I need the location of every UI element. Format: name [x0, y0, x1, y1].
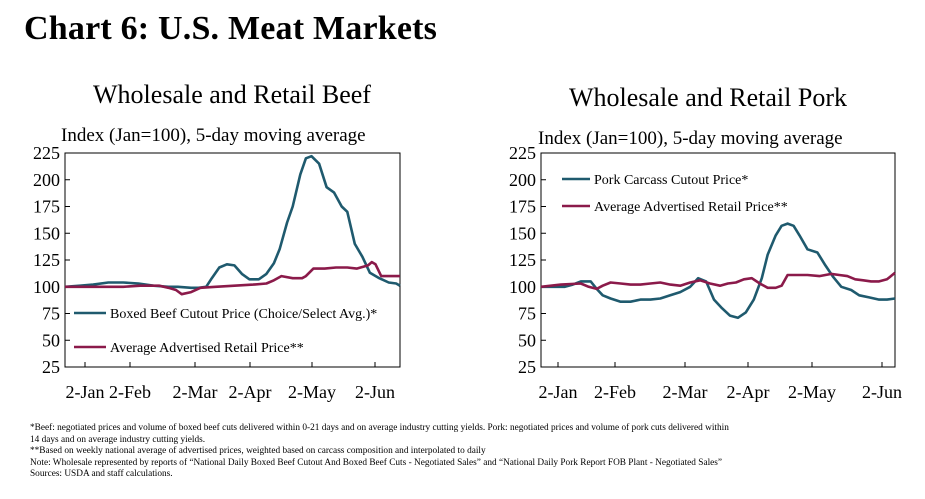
- legend-label: Pork Carcass Cutout Price*: [594, 173, 748, 188]
- x-tick-label: 2-Mar: [173, 382, 218, 402]
- chart-subtitle: Index (Jan=100), 5-day moving average: [61, 125, 366, 146]
- retail-price-line: [540, 271, 896, 291]
- y-tick-label: 75: [42, 304, 60, 324]
- pork-chart: Wholesale and Retail Pork Index (Jan=100)…: [509, 83, 902, 402]
- chart-subtitle: Index (Jan=100), 5-day moving average: [538, 128, 843, 149]
- y-tick-label: 150: [509, 223, 536, 243]
- x-tick-label: 2-Apr: [727, 382, 770, 402]
- y-tick-label: 225: [33, 143, 60, 163]
- x-tick-label: 2-Feb: [594, 382, 636, 402]
- footnote-line: **Based on weekly national average of ad…: [30, 446, 486, 457]
- wholesale-price-line: [541, 222, 896, 320]
- y-tick-label: 200: [509, 170, 536, 190]
- footnote-line: 14 days and on average industry cutting …: [30, 434, 206, 445]
- page-title: Chart 6: U.S. Meat Markets: [24, 10, 438, 47]
- y-tick-label: 100: [509, 277, 536, 297]
- y-tick-label: 50: [518, 330, 536, 350]
- x-tick-label: 2-Apr: [229, 382, 272, 402]
- y-tick-label: 175: [33, 197, 60, 217]
- footnote-line: Sources: USDA and staff calculations.: [30, 469, 173, 480]
- x-tick-label: 2-Jun: [355, 382, 395, 402]
- footnote-line: *Beef: negotiated prices and volume of b…: [30, 423, 729, 433]
- chart-title: Wholesale and Retail Beef: [93, 80, 371, 109]
- y-tick-label: 150: [33, 223, 60, 243]
- x-tick-label: 2-Mar: [663, 382, 708, 402]
- plot-frame: [64, 152, 401, 368]
- x-tick-label: 2-May: [788, 382, 836, 402]
- y-tick-label: 125: [33, 250, 60, 270]
- retail-price-line: [65, 260, 400, 296]
- x-tick-label: 2-Jun: [862, 382, 902, 402]
- legend-label: Average Advertised Retail Price**: [594, 200, 788, 215]
- x-tick-label: 2-May: [288, 382, 336, 402]
- x-tick-label: 2-Jan: [539, 382, 578, 402]
- beef-chart: Wholesale and Retail Beef Index (Jan=100)…: [33, 80, 401, 402]
- y-tick-label: 50: [42, 330, 60, 350]
- y-tick-label: 125: [509, 250, 536, 270]
- legend-label: Boxed Beef Cutout Price (Choice/Select A…: [110, 307, 377, 322]
- chart-title: Wholesale and Retail Pork: [569, 83, 847, 112]
- x-tick-label: 2-Feb: [109, 382, 151, 402]
- y-tick-label: 225: [509, 143, 536, 163]
- legend-label: Average Advertised Retail Price**: [110, 341, 304, 356]
- y-tick-label: 25: [518, 357, 536, 377]
- footnotes: *Beef: negotiated prices and volume of b…: [30, 423, 910, 481]
- y-tick-label: 100: [33, 277, 60, 297]
- y-tick-label: 75: [518, 304, 536, 324]
- y-tick-label: 25: [42, 357, 60, 377]
- x-tick-label: 2-Jan: [66, 382, 105, 402]
- y-tick-label: 200: [33, 170, 60, 190]
- footnote-line: Note: Wholesale represented by reports o…: [30, 457, 723, 468]
- y-tick-label: 175: [509, 197, 536, 217]
